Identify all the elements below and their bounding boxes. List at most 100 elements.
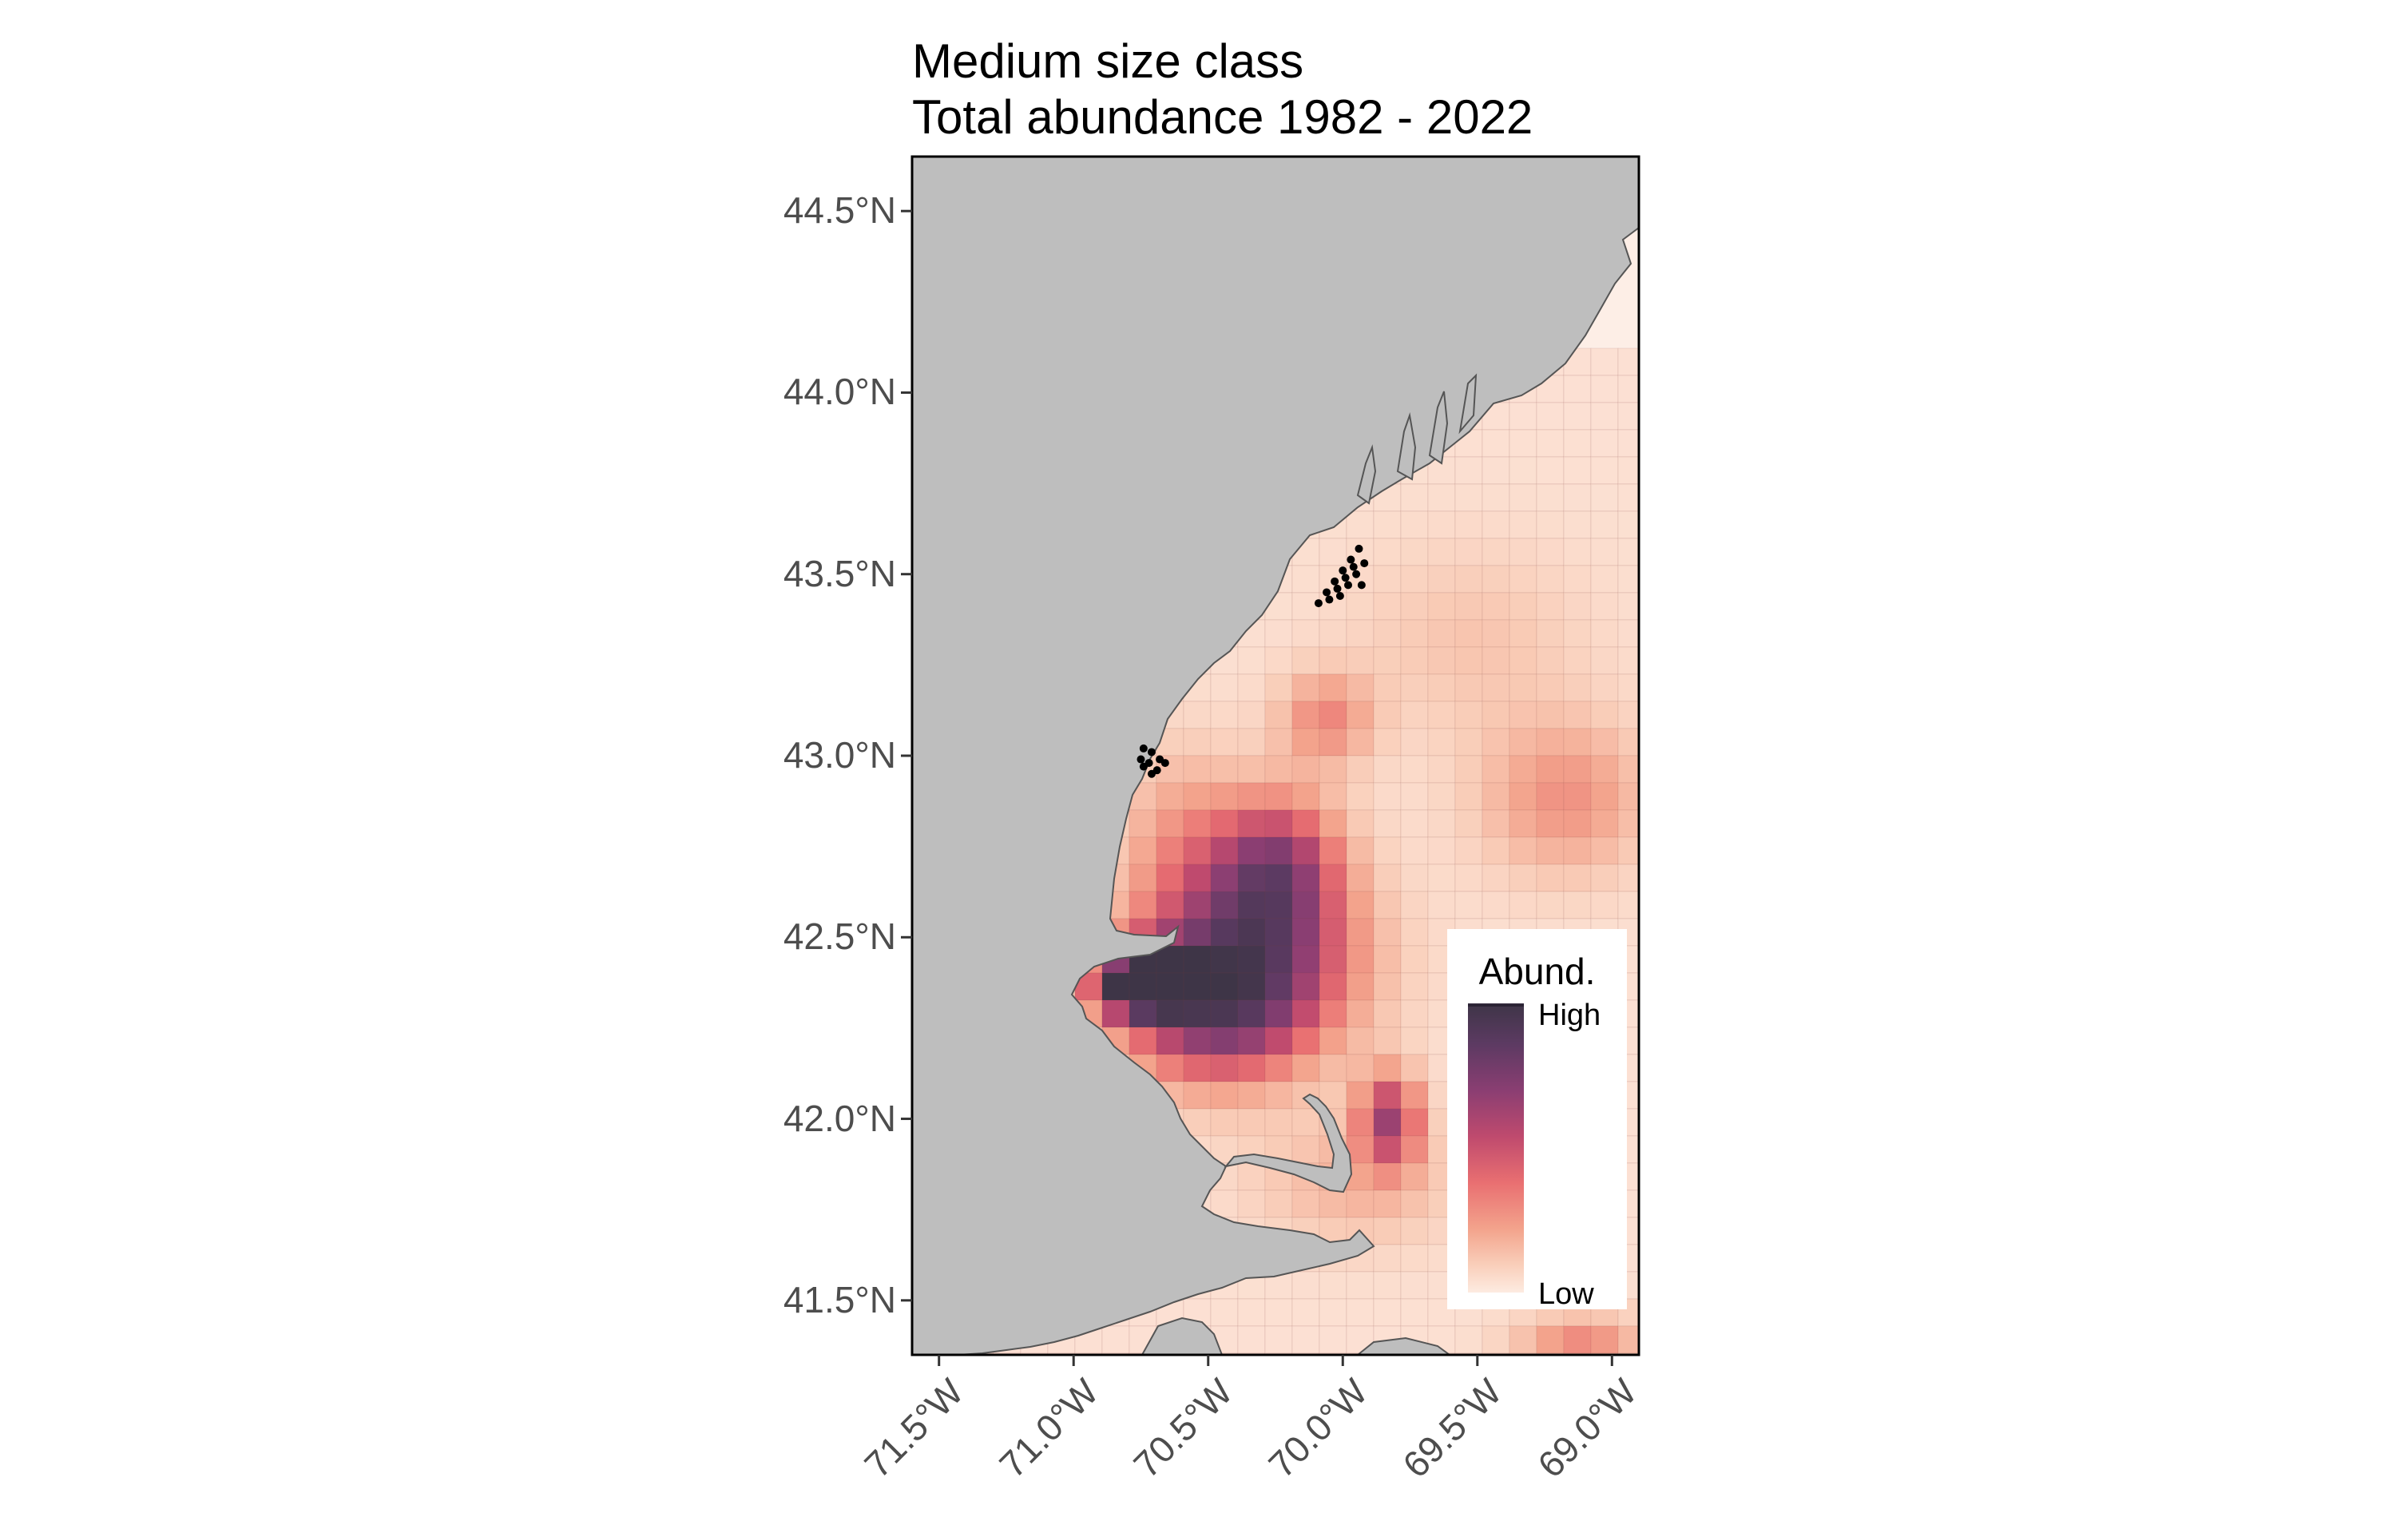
abundance-cell (1237, 1162, 1266, 1191)
abundance-cell (1346, 1189, 1375, 1218)
y-tick-label: 43.5°N (783, 552, 896, 594)
abundance-cell (1346, 1108, 1375, 1137)
abundance-cell (1264, 918, 1293, 947)
abundance-cell (1590, 673, 1619, 702)
abundance-cell (1454, 891, 1483, 919)
survey-point (1333, 584, 1342, 593)
abundance-cell (1373, 1027, 1402, 1055)
abundance-cell (1400, 673, 1429, 702)
abundance-cell (1291, 891, 1320, 919)
abundance-cell (1210, 728, 1239, 757)
abundance-cell (1291, 782, 1320, 811)
abundance-cell (1020, 1352, 1049, 1355)
abundance-cell (1373, 510, 1402, 539)
abundance-cell (1563, 402, 1592, 431)
abundance-cell (1101, 1352, 1130, 1355)
abundance-cell (1482, 510, 1510, 539)
abundance-cell (1536, 836, 1565, 865)
abundance-cell (1210, 701, 1239, 729)
legend: Abund. High Low (1447, 929, 1627, 1311)
abundance-cell (1210, 891, 1239, 919)
abundance-cell (1291, 1027, 1320, 1055)
abundance-cell (1373, 836, 1402, 865)
abundance-cell (1291, 1135, 1320, 1164)
abundance-cell (1427, 646, 1456, 675)
abundance-cell (1237, 646, 1266, 675)
abundance-cell (1210, 945, 1239, 974)
abundance-cell (1237, 1352, 1266, 1355)
abundance-cell (1264, 809, 1293, 838)
abundance-cell (1210, 1189, 1239, 1218)
abundance-cell (1156, 836, 1184, 865)
abundance-cell (1319, 836, 1347, 865)
legend-low-label: Low (1538, 1277, 1594, 1311)
abundance-cell (1210, 972, 1239, 1001)
abundance-cell (1427, 483, 1456, 512)
survey-point (1339, 566, 1347, 575)
abundance-cell (1563, 565, 1592, 594)
abundance-cell (1264, 1352, 1293, 1355)
abundance-cell (1373, 864, 1402, 892)
abundance-cell (1400, 1081, 1429, 1110)
abundance-cell (1590, 592, 1619, 621)
abundance-cell (1427, 592, 1456, 621)
abundance-cell (1536, 1325, 1565, 1354)
abundance-cell (1400, 1054, 1429, 1082)
abundance-cell (1373, 1352, 1402, 1355)
abundance-cell (1454, 755, 1483, 784)
abundance-cell (1319, 1189, 1347, 1218)
abundance-cell (1509, 809, 1537, 838)
abundance-cell (1563, 538, 1592, 566)
abundance-cell (1346, 728, 1375, 757)
abundance-cell (1373, 646, 1402, 675)
abundance-cell (1291, 1189, 1320, 1218)
abundance-cell (1373, 755, 1402, 784)
abundance-cell (1509, 510, 1537, 539)
abundance-cell (1454, 646, 1483, 675)
abundance-cell (1101, 972, 1130, 1001)
abundance-cell (1617, 809, 1639, 838)
abundance-cell (1291, 999, 1320, 1028)
abundance-cell (1183, 1027, 1212, 1055)
y-tick-label: 41.5°N (783, 1278, 896, 1320)
abundance-cell (1400, 1108, 1429, 1137)
abundance-cell (1346, 1081, 1375, 1110)
abundance-cell (1563, 1352, 1592, 1355)
abundance-cell (1237, 1108, 1266, 1137)
abundance-cell (1454, 1325, 1483, 1354)
abundance-cell (1210, 864, 1239, 892)
abundance-cell (1482, 673, 1510, 702)
abundance-cell (1400, 1352, 1429, 1355)
abundance-cell (1617, 646, 1639, 675)
abundance-cell (1156, 1352, 1184, 1355)
abundance-cell (1129, 1352, 1157, 1355)
abundance-cell (1617, 864, 1639, 892)
abundance-cell (1563, 619, 1592, 648)
abundance-cell (1264, 999, 1293, 1028)
abundance-cell (1319, 728, 1347, 757)
abundance-cell (1210, 1027, 1239, 1055)
abundance-cell (1346, 510, 1375, 539)
abundance-cell (1454, 782, 1483, 811)
abundance-cell (1427, 755, 1456, 784)
abundance-cell (1319, 538, 1347, 566)
abundance-cell (1400, 538, 1429, 566)
abundance-cell (1183, 701, 1212, 729)
abundance-cell (1237, 728, 1266, 757)
abundance-cell (1427, 809, 1456, 838)
abundance-cell (1373, 1108, 1402, 1137)
survey-point (1349, 562, 1358, 571)
abundance-cell (1617, 347, 1639, 376)
abundance-cell (1319, 1298, 1347, 1327)
survey-point (1360, 559, 1369, 568)
land-martha-vineyard (1141, 1317, 1224, 1355)
abundance-cell (1590, 701, 1619, 729)
abundance-cell (1400, 1162, 1429, 1191)
survey-point (1341, 574, 1350, 582)
abundance-cell (1264, 891, 1293, 919)
abundance-cell (1346, 945, 1375, 974)
abundance-cell (1400, 864, 1429, 892)
abundance-cell (1183, 1054, 1212, 1082)
abundance-cell (1210, 836, 1239, 865)
abundance-cell (1482, 483, 1510, 512)
